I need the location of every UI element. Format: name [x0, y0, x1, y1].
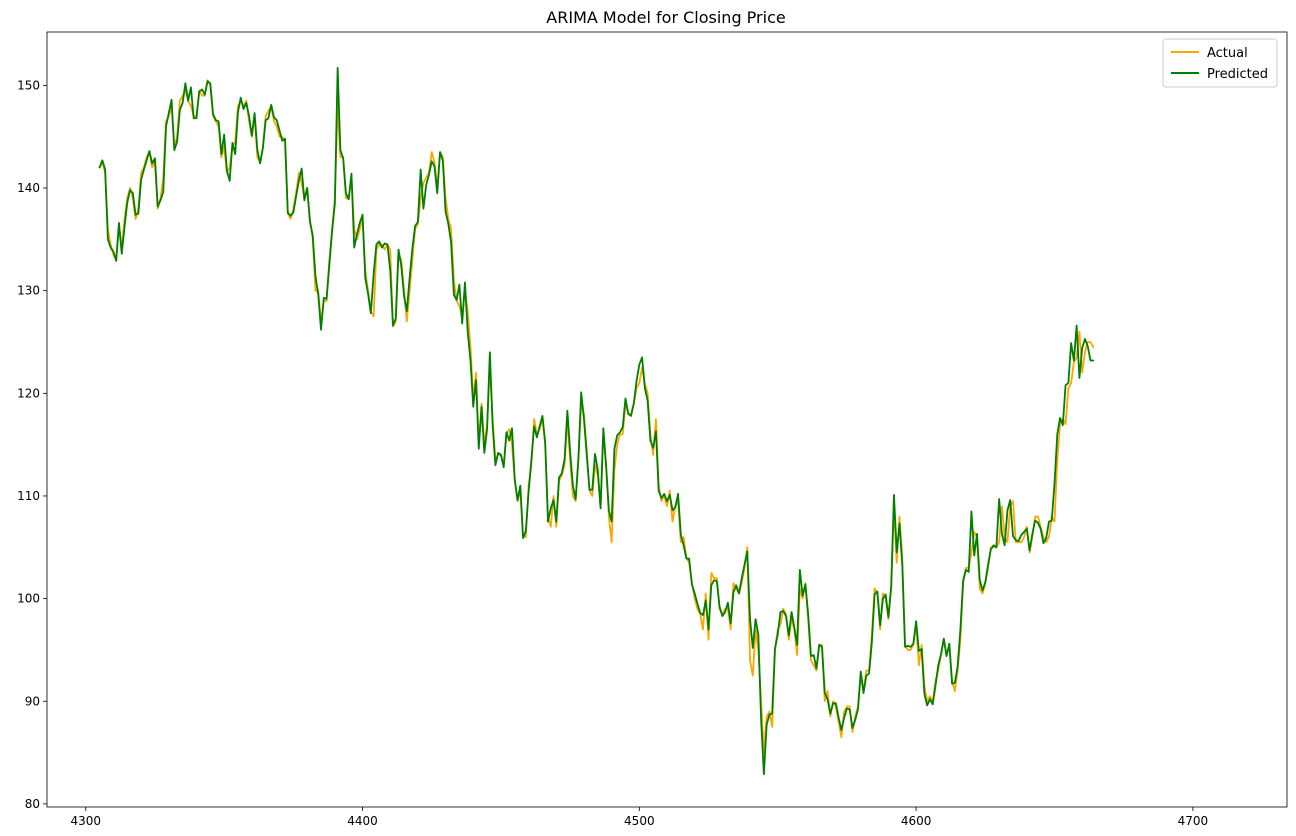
series-line-predicted: [98, 67, 1095, 776]
x-tick-label: 4500: [624, 814, 655, 828]
legend-label-actual: Actual: [1207, 46, 1248, 61]
x-tick-label: 4400: [347, 814, 378, 828]
y-tick-label: 80: [25, 797, 40, 811]
chart-title: ARIMA Model for Closing Price: [546, 8, 785, 27]
y-tick-label: 110: [17, 489, 40, 503]
y-tick-label: 100: [17, 592, 40, 606]
x-tick-label: 4300: [70, 814, 101, 828]
legend-label-predicted: Predicted: [1207, 67, 1268, 82]
x-tick-label: 4600: [901, 814, 932, 828]
y-tick-label: 90: [25, 694, 40, 708]
plot-area: [98, 67, 1095, 776]
legend: Actual Predicted: [1162, 38, 1278, 88]
x-tick-label: 4700: [1178, 814, 1209, 828]
y-tick-label: 140: [17, 181, 40, 195]
y-tick-label: 130: [17, 284, 40, 298]
y-tick-label: 150: [17, 78, 40, 92]
axes: 4300 4400 4500 4600 4700 80 90 100 110 120 130 140 1…: [17, 31, 1288, 828]
y-tick-label: 120: [17, 386, 40, 400]
plot-frame: [46, 31, 1288, 808]
